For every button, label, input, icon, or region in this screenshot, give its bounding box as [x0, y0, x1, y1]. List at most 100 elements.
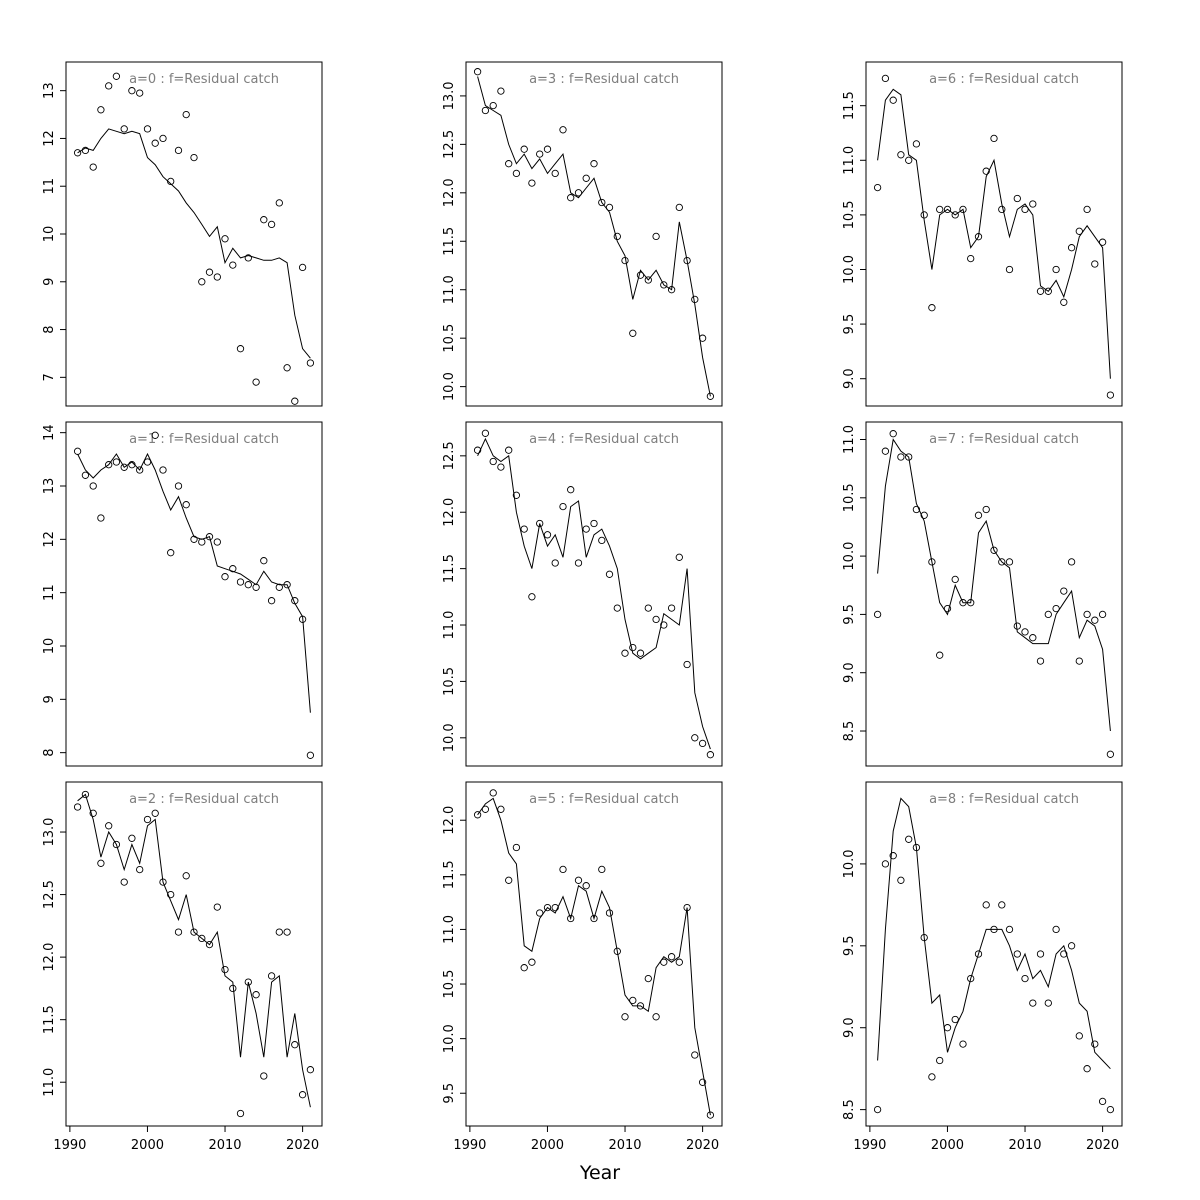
data-point [236, 578, 245, 586]
plot-frame [465, 421, 723, 767]
data-point [112, 458, 121, 466]
data-point [873, 610, 882, 619]
data-point [706, 392, 715, 400]
y-tick-label: 14 [42, 424, 57, 441]
data-point [190, 535, 198, 543]
data-point [936, 651, 944, 659]
data-point [582, 174, 590, 182]
data-point [675, 958, 683, 966]
y-tick-label: 12.0 [442, 498, 457, 527]
data-point [213, 903, 221, 911]
data-point [928, 1073, 936, 1081]
y-tick-label: 11.0 [442, 275, 457, 304]
data-point [990, 546, 998, 554]
data-point [559, 502, 567, 511]
panel-a7: a=7 : f=Residual catch 8.5 9.0 9.5 10.0 10.5 1… [800, 416, 1200, 770]
data-point [621, 256, 629, 265]
data-point [528, 179, 536, 187]
data-point [536, 909, 544, 917]
data-point [1044, 287, 1052, 295]
data-point [221, 965, 229, 974]
fit-line [877, 88, 1111, 379]
data-point [605, 570, 614, 578]
data-point [167, 890, 175, 899]
data-point [73, 803, 82, 811]
data-point [473, 811, 482, 819]
data-point [598, 865, 606, 874]
data-point [912, 505, 921, 514]
data-point [105, 822, 113, 830]
panel-title: a=1 : f=Residual catch [129, 432, 279, 447]
x-tick-label: 1990 [453, 1138, 486, 1153]
x-tick-label: 2020 [686, 1138, 719, 1153]
data-point [605, 203, 614, 212]
data-point [1013, 622, 1021, 630]
data-point [1021, 628, 1029, 636]
data-point [182, 501, 190, 509]
data-point [260, 557, 268, 565]
data-point [652, 615, 660, 624]
y-tick-label: 10.0 [442, 372, 457, 401]
data-point [489, 457, 497, 466]
y-tick-label: 12.5 [442, 130, 457, 159]
y-tick-label: 12.5 [42, 880, 57, 909]
data-point [236, 1109, 245, 1118]
data-point [982, 505, 990, 514]
data-point [275, 199, 283, 207]
data-point [582, 882, 590, 890]
data-point [1106, 750, 1115, 758]
chart-a0: a=0 : f=Residual catch 7 8 9 10 11 12 13 [42, 61, 323, 407]
data-point [912, 843, 921, 852]
data-point [536, 519, 544, 528]
panel-a6: a=6 : f=Residual catch 9.0 9.5 10.0 10.5 11.0… [800, 56, 1200, 410]
data-point [120, 125, 128, 133]
data-point [267, 597, 276, 605]
y-tick-label: 12.5 [442, 441, 457, 470]
data-point [198, 278, 206, 286]
plot-frame [865, 61, 1123, 407]
y-tick-label: 11.5 [442, 227, 457, 256]
chart-a4: a=4 : f=Residual catch 10.0 10.5 11.0 11.5 12… [442, 421, 723, 767]
data-point [998, 205, 1006, 214]
data-point [190, 153, 198, 162]
data-point [1067, 942, 1076, 950]
data-point [89, 163, 97, 171]
y-tick-label: 13 [42, 478, 57, 495]
data-point [489, 789, 497, 797]
data-point [959, 1040, 967, 1048]
data-point [936, 205, 944, 214]
y-tick-label: 11.0 [42, 1068, 57, 1097]
data-point [128, 834, 136, 842]
fit-line [477, 437, 711, 750]
panel-a3: a=3 : f=Residual catch 10.0 10.5 11.0 11.5 12… [400, 56, 800, 410]
data-point [905, 453, 913, 461]
chart-a5: a=5 : f=Residual catch 9.5 10.0 10.5 11.0 11.… [442, 781, 723, 1153]
data-point [691, 734, 699, 742]
y-tick-label: 9.5 [842, 935, 857, 956]
data-point [229, 984, 237, 993]
data-point [543, 531, 552, 539]
data-point [644, 974, 652, 983]
data-point [143, 125, 152, 133]
data-point [683, 256, 691, 265]
data-point [89, 809, 97, 817]
data-point [920, 211, 928, 219]
y-tick-label: 13.0 [42, 818, 57, 847]
data-point [536, 150, 544, 158]
data-point [182, 110, 190, 119]
plot-frame [465, 781, 723, 1127]
data-point [221, 573, 229, 581]
y-tick-label: 10.0 [442, 1024, 457, 1053]
chart-a3: a=3 : f=Residual catch 10.0 10.5 11.0 11.5 12… [442, 61, 723, 407]
data-point [244, 581, 252, 589]
chart-a1: a=1 : f=Residual catch 8 9 10 11 12 13 14 [42, 421, 323, 767]
data-point [928, 304, 936, 312]
data-point [221, 235, 229, 243]
y-tick-label: 10.5 [442, 324, 457, 353]
data-point [559, 865, 567, 874]
data-point [652, 1013, 660, 1021]
data-point [943, 1024, 952, 1032]
data-point [1021, 974, 1029, 983]
data-point [881, 860, 890, 868]
data-point [698, 1078, 707, 1086]
